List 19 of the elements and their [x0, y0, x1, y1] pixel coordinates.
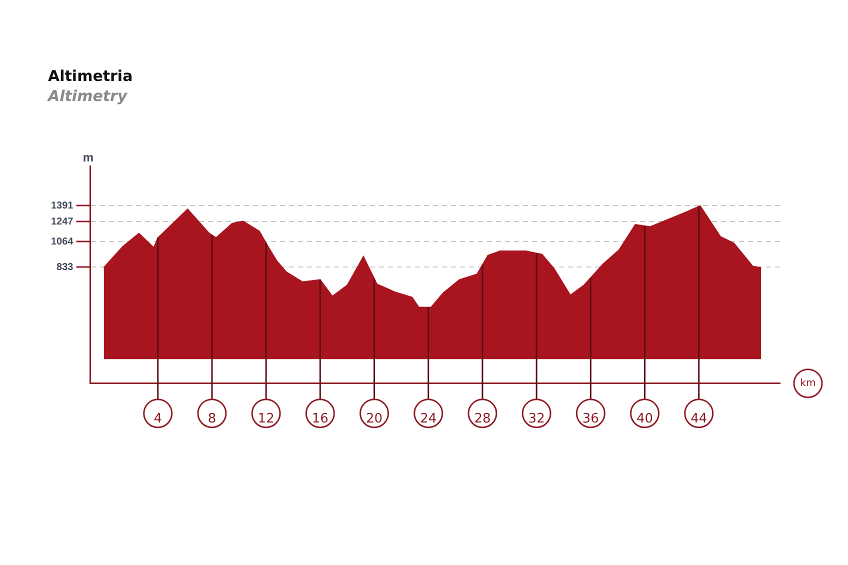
y-axis-title: m [82, 150, 94, 164]
x-tick-label: 20 [366, 412, 383, 427]
x-tick-label: 8 [208, 412, 216, 427]
x-tick-label: 28 [474, 412, 491, 427]
chart-subtitle: Altimetry [47, 86, 128, 105]
y-tick-label: 833 [56, 262, 74, 273]
x-tick-label: 44 [690, 412, 708, 427]
x-tick-label: 12 [258, 412, 274, 427]
y-tick-label: 1391 [50, 200, 74, 212]
x-tick-label: 4 [154, 412, 162, 427]
x-tick-label: 32 [528, 412, 545, 427]
chart-title: Altimetria [48, 66, 133, 85]
x-tick-label: 24 [420, 412, 437, 427]
x-tick-label: 36 [582, 412, 599, 427]
y-tick-label: 1247 [50, 216, 74, 228]
y-tick-label: 1064 [50, 236, 74, 248]
x-tick-label: 40 [636, 412, 654, 427]
x-tick-label: 16 [312, 412, 328, 427]
x-axis-title: km [800, 378, 816, 389]
